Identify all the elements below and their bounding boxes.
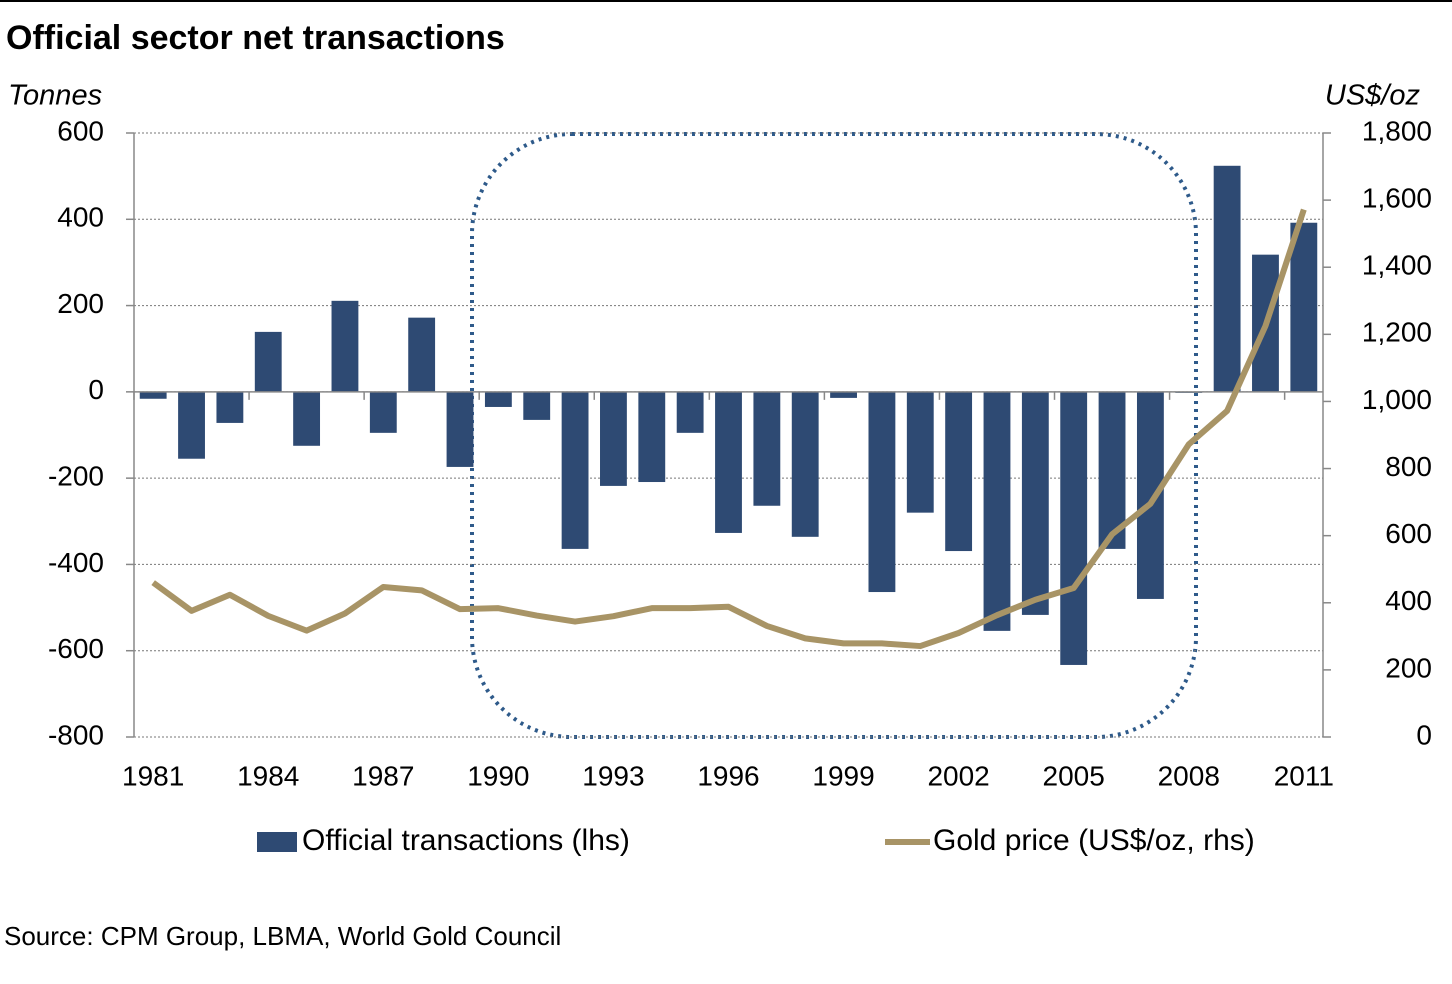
y2-tick-label: 1,800 (1362, 115, 1432, 146)
bar (1098, 391, 1126, 549)
x-tick-label: 1981 (122, 760, 184, 791)
y2-tick-label: 1,200 (1362, 317, 1432, 348)
y-tick-label: 200 (57, 288, 104, 319)
bar (293, 391, 321, 446)
bar (178, 391, 205, 459)
bar (216, 391, 244, 423)
chart-title: Official sector net transactions (6, 19, 505, 57)
x-tick-label: 1999 (812, 760, 874, 791)
bar (1060, 391, 1088, 665)
bar (484, 391, 512, 407)
bar (945, 391, 973, 552)
line (151, 208, 1307, 650)
y-tick-label: -600 (48, 633, 104, 664)
bar (600, 391, 627, 486)
y2-tick-label: 1,600 (1362, 183, 1432, 214)
y-tick-label: 0 (88, 374, 104, 405)
y2-tick-label: 1,400 (1362, 250, 1432, 281)
bar (791, 391, 819, 537)
bar (1290, 222, 1318, 392)
y-tick-label: -200 (48, 461, 104, 492)
y2-tick-label: 800 (1385, 451, 1432, 482)
x-tick-label: 2011 (1274, 760, 1334, 791)
bar (906, 391, 934, 513)
bar (638, 391, 666, 483)
plot: -800 -600 -400 -200 0 200 400 600 0 200 400 600 800 1… (48, 115, 1432, 791)
source: Source: CPM Group, LBMA, World Gold Coun… (4, 921, 561, 951)
bar (139, 391, 167, 399)
y-tick-label: -800 (48, 719, 104, 750)
bar (1021, 391, 1049, 615)
bar (331, 300, 359, 392)
y-axis-label: Tonnes (8, 80, 102, 112)
bar (830, 391, 857, 398)
bar (561, 391, 589, 549)
bar (369, 391, 397, 433)
bar (676, 391, 704, 433)
bar (408, 317, 436, 392)
bar (254, 331, 282, 392)
y2-tick-label: 1,000 (1362, 384, 1432, 415)
bar (523, 391, 551, 420)
y2-axis-label: US$/oz (1325, 80, 1421, 112)
x-tick-label: 2002 (927, 760, 989, 791)
bar (446, 391, 474, 467)
x-tick-label: 1987 (352, 760, 414, 791)
y2-tick-label: 400 (1385, 585, 1432, 616)
bar (1136, 391, 1164, 599)
x-tick-label: 2005 (1043, 760, 1105, 791)
bar (753, 391, 781, 506)
x-tick-label: 1993 (582, 760, 644, 791)
y-tick-label: 400 (57, 202, 104, 233)
x-tick-label: 1984 (237, 760, 299, 791)
legend-label: Official transactions (lhs) (302, 824, 630, 857)
x-tick-label: 1990 (467, 760, 529, 791)
bar (1213, 165, 1241, 392)
bar (983, 391, 1011, 631)
y-tick-label: 600 (57, 115, 104, 146)
y2-tick-label: 0 (1416, 719, 1432, 750)
y2-tick-label: 200 (1385, 652, 1432, 683)
y2-tick-label: 600 (1385, 518, 1432, 549)
bar (868, 391, 896, 593)
x-tick-label: 1996 (697, 760, 759, 791)
legend-label: Gold price (US$/oz, rhs) (933, 824, 1255, 857)
y-tick-label: -400 (48, 547, 104, 578)
legend-swatch (257, 832, 297, 852)
x-tick-label: 2008 (1158, 760, 1220, 791)
bar (715, 391, 742, 533)
